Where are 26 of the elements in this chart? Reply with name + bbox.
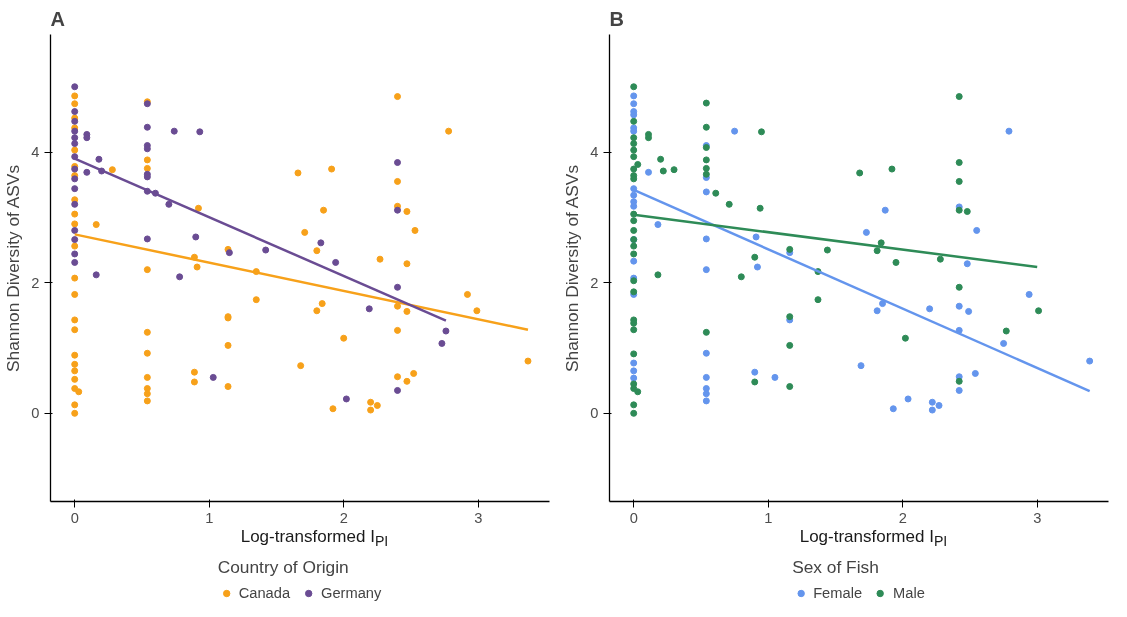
chart-title: A <box>50 7 65 30</box>
x-tick-label: 3 <box>1033 509 1042 526</box>
y-tick-label: 4 <box>590 144 599 161</box>
y-axis-title: Shannon Diversity of ASVs <box>3 164 24 373</box>
y-axis-title: Shannon Diversity of ASVs <box>562 164 583 373</box>
x-axis-title: Log-transformed I$_{PI}$ <box>799 526 948 552</box>
y-tick-label: 2 <box>31 274 40 291</box>
x-axis-title: Log-transformed I$_{PI}$ <box>240 526 389 552</box>
legend-title: Country of Origin <box>217 557 350 578</box>
legend-label: Canada <box>238 585 291 601</box>
y-tick-label: 0 <box>31 405 40 422</box>
x-tick-label: 1 <box>764 509 773 526</box>
legend-title: Sex of Fish <box>792 557 880 578</box>
x-tick-label: 2 <box>898 509 907 526</box>
chart-title: B <box>609 7 624 30</box>
legend-label: Female <box>813 585 863 601</box>
legend-label: Male <box>893 585 925 601</box>
x-tick-label: 2 <box>339 509 348 526</box>
y-tick-label: 4 <box>31 144 40 161</box>
y-tick-label: 2 <box>590 274 599 291</box>
x-tick-label: 3 <box>474 509 483 526</box>
x-tick-label: 0 <box>629 509 638 526</box>
x-tick-label: 0 <box>70 509 79 526</box>
legend-label: Germany <box>321 585 382 601</box>
x-tick-label: 1 <box>205 509 214 526</box>
y-tick-label: 0 <box>590 405 599 422</box>
